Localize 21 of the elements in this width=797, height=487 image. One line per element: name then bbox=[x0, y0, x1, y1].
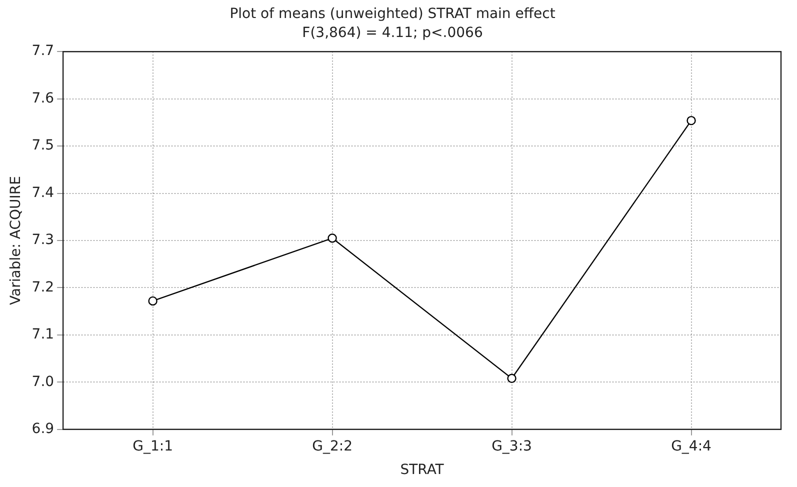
chart-title: Plot of means (unweighted) STRAT main effect bbox=[230, 6, 556, 22]
x-tick-label: G_1:1 bbox=[132, 438, 173, 454]
y-tick-label: 7.3 bbox=[32, 232, 54, 248]
y-tick-label: 7.4 bbox=[32, 184, 54, 201]
point bbox=[328, 234, 337, 243]
y-tick-label: 7.6 bbox=[32, 90, 54, 106]
x-tick-label: G_4:4 bbox=[671, 438, 712, 454]
y-tick-label: 7.7 bbox=[32, 43, 54, 60]
x-tick-label: G_3:3 bbox=[492, 438, 532, 454]
y-tick-label: 7.2 bbox=[32, 279, 54, 296]
y-tick-label: 7.5 bbox=[32, 138, 54, 154]
y-axis-title: Variable: ACQUIRE bbox=[8, 176, 24, 305]
y-tick-label: 7.0 bbox=[32, 374, 54, 390]
x-axis-title: STRAT bbox=[400, 462, 444, 478]
point bbox=[507, 374, 516, 383]
y-tick-label: 6.9 bbox=[32, 421, 54, 438]
y-tick-label: 7.1 bbox=[32, 326, 54, 343]
x-tick-label: G_2:2 bbox=[312, 438, 352, 454]
point bbox=[148, 296, 158, 306]
point bbox=[686, 116, 696, 126]
chart-subtitle: F(3,864) = 4.11; p<.0066 bbox=[302, 24, 483, 41]
